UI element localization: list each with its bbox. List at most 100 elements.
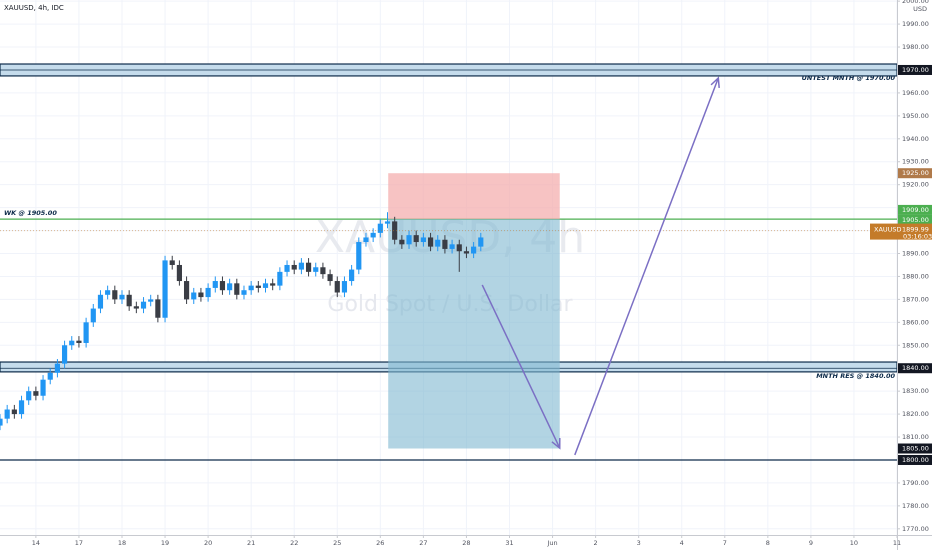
price-tag [870, 223, 932, 240]
y-tick-label: 1960.00 [902, 89, 929, 97]
axis-tag [898, 454, 932, 465]
candle-body [406, 235, 412, 245]
axis-tag-label: 1909.00 [902, 206, 929, 214]
candle-body [442, 239, 448, 249]
arrow [574, 77, 720, 456]
arrow-head [551, 438, 561, 450]
candle-body [427, 237, 434, 247]
y-tick-label: 1930.00 [902, 158, 929, 166]
axis-tag-label: 1905.00 [902, 216, 929, 224]
axis-tag [898, 168, 932, 179]
candle-body [298, 262, 304, 270]
x-tick-label: 27 [419, 539, 427, 547]
candle-body [133, 306, 139, 309]
candle-body [18, 400, 25, 415]
candle-body [277, 271, 283, 286]
candle-body [54, 363, 60, 373]
y-tick-label: 1780.00 [902, 502, 929, 510]
candle-body [112, 290, 118, 300]
candle-body [478, 237, 484, 247]
x-tick-label: 14 [32, 539, 40, 547]
y-tick-label: 1990.00 [902, 20, 929, 28]
y-tick-label: 1920.00 [902, 181, 929, 189]
axis-tag [898, 363, 932, 374]
x-tick-label: 10 [850, 539, 858, 547]
candle-body [413, 235, 419, 243]
axis-tag-label: 1925.00 [902, 169, 929, 177]
candle-body [0, 418, 3, 426]
arrow-head [710, 76, 720, 89]
candle-body [363, 237, 369, 243]
candle-body [219, 281, 226, 291]
candle-body [176, 264, 182, 282]
candle-body [47, 372, 53, 380]
axis-tag [898, 214, 932, 225]
candle-body [241, 290, 247, 295]
price-tag-value: 1899.99 [902, 226, 929, 234]
axis-tag-label: 1970.00 [902, 66, 929, 74]
y-tick-label: 1880.00 [902, 272, 929, 280]
arrow [481, 284, 561, 449]
y-tick-label: 1790.00 [902, 479, 929, 487]
candle-body [341, 281, 348, 293]
level-annotation: MNTH RES @ 1840.00 [816, 372, 895, 380]
x-tick-label: Jun [546, 539, 557, 547]
axis-tag [898, 204, 932, 215]
candle-body [291, 264, 297, 270]
y-tick-label: 1770.00 [902, 525, 929, 533]
candle-body [313, 267, 319, 272]
axis-tag-label: 1800.00 [902, 456, 929, 464]
price-countdown: 03:16:03 [903, 233, 932, 241]
candle-body [169, 260, 175, 265]
y-tick-label: 1860.00 [902, 318, 929, 326]
candle-body [234, 283, 240, 295]
candle-body [198, 292, 204, 298]
y-tick-label: 1870.00 [902, 295, 929, 303]
candle-body [327, 274, 333, 282]
candle-body [4, 409, 10, 419]
candle-body [205, 287, 211, 298]
candle-body [399, 239, 405, 245]
x-tick-label: 11 [893, 539, 901, 547]
x-tick-label: 28 [462, 539, 470, 547]
level-annotation: WK @ 1905.00 [4, 209, 57, 217]
candle-body [255, 285, 261, 288]
candle-body [61, 345, 68, 364]
y-tick-label: 1820.00 [902, 410, 929, 418]
candle-body [33, 391, 39, 396]
x-tick-label: 25 [333, 539, 341, 547]
candle-body [97, 294, 104, 309]
y-tick-label: 1980.00 [902, 43, 929, 51]
x-tick-label: 3 [637, 539, 641, 547]
candle-body [262, 283, 269, 288]
candle-body [356, 242, 362, 270]
candle-body [435, 239, 441, 247]
candle-body [349, 269, 355, 282]
candle-body [320, 267, 326, 275]
candle-body [227, 283, 233, 291]
x-tick-label: 19 [161, 539, 169, 547]
y-tick-label: 1890.00 [902, 250, 929, 258]
candle-body [305, 262, 312, 272]
x-tick-label: 20 [204, 539, 212, 547]
x-tick-label: 9 [809, 539, 813, 547]
candle-body [284, 264, 290, 272]
candle-body [90, 308, 96, 323]
stop-zone [388, 173, 560, 220]
candle-body [377, 223, 383, 233]
candle-body [334, 281, 340, 293]
x-tick-label: 21 [247, 539, 255, 547]
chart-title: XAUUSD, 4h, IDC [4, 4, 64, 12]
candle-body [148, 299, 154, 302]
plot-area: XAUUSD, 4hGold Spot / U.S. Dollar [0, 0, 897, 535]
x-tick-label: 31 [505, 539, 513, 547]
price-tag-symbol: XAUUSD [874, 226, 902, 234]
x-tick-label: 8 [766, 539, 770, 547]
candle-body [119, 294, 125, 300]
candle-body [392, 221, 398, 240]
level-annotation: UNTEST MNTH @ 1970.00 [802, 74, 896, 82]
candle-body [370, 232, 376, 238]
y-tick-label: 1850.00 [902, 341, 929, 349]
x-tick-label: 4 [680, 539, 684, 547]
